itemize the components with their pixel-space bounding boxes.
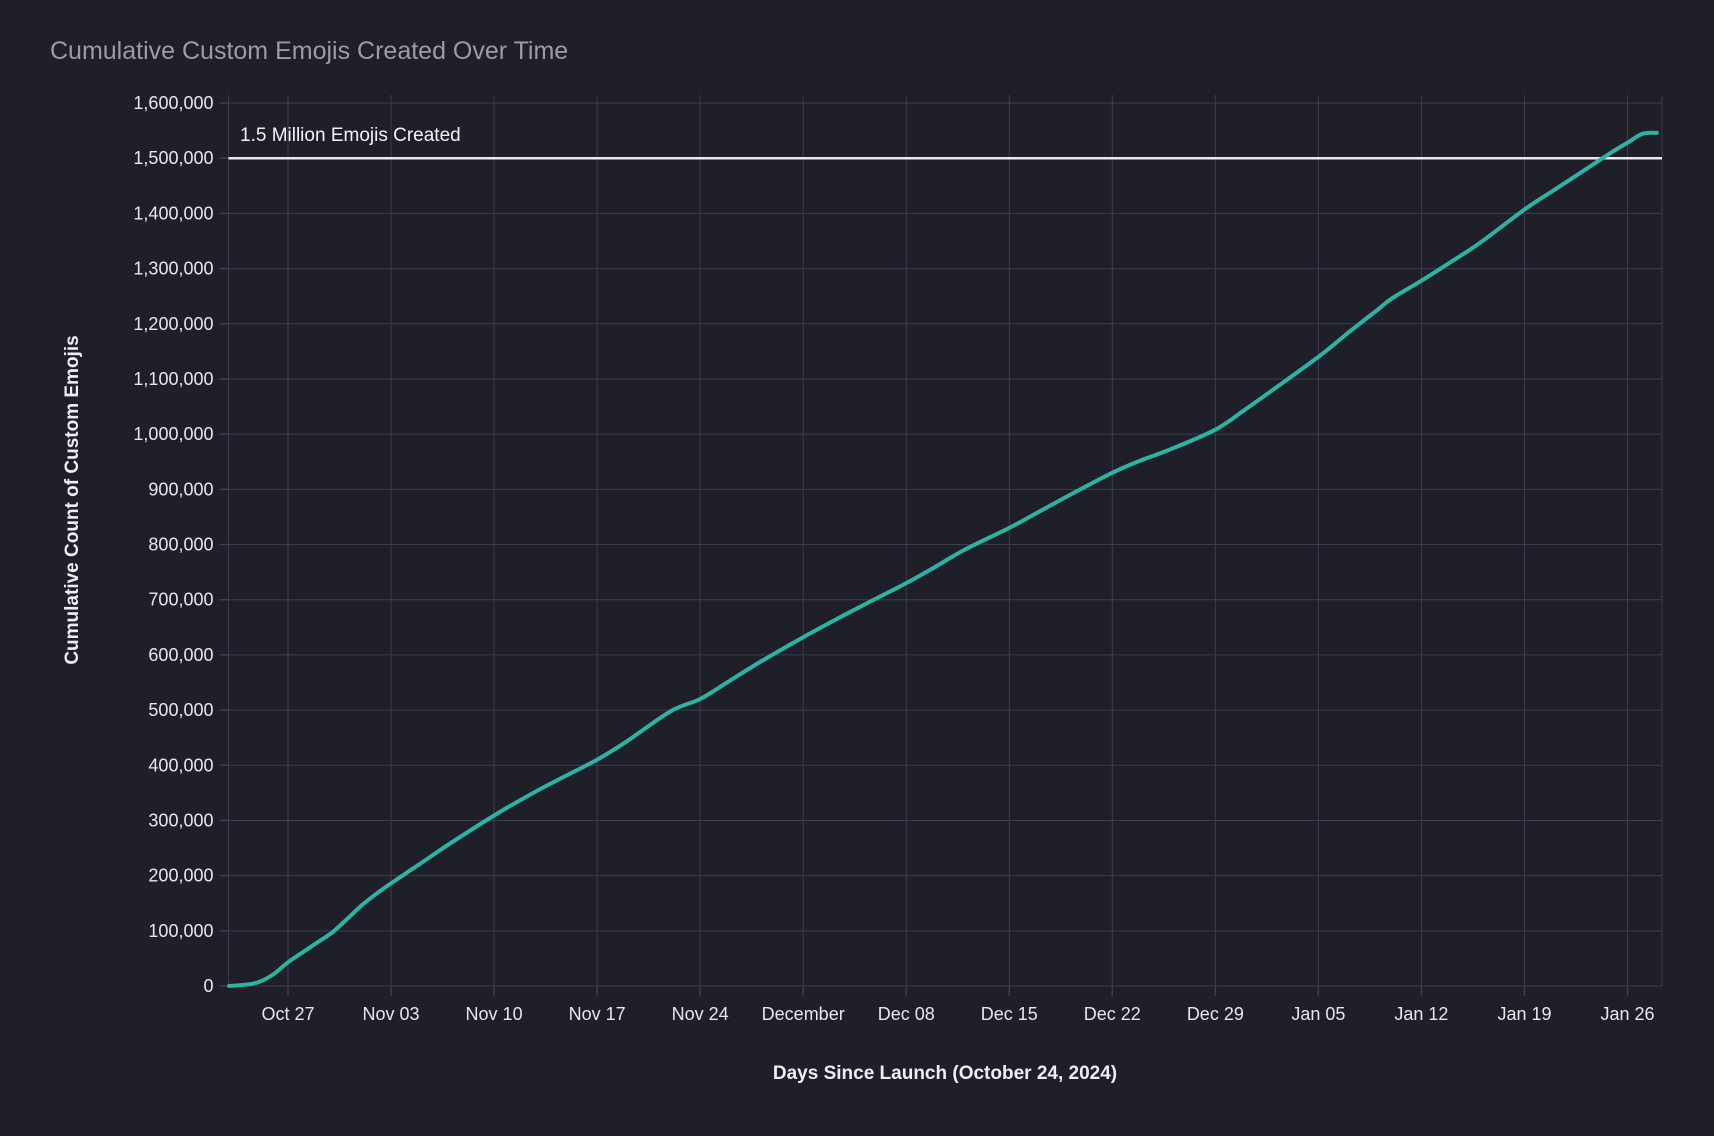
y-tick-label: 800,000 <box>148 535 213 555</box>
x-tick-label: Dec 08 <box>878 1004 935 1024</box>
y-tick-label: 1,400,000 <box>133 203 213 223</box>
x-tick-label: Jan 26 <box>1600 1004 1654 1024</box>
x-tick-label: December <box>762 1004 845 1024</box>
y-tick-label: 900,000 <box>148 479 213 499</box>
y-axis-title: Cumulative Count of Custom Emojis <box>62 335 83 664</box>
y-tick-label: 0 <box>203 976 213 996</box>
gridlines <box>228 95 1663 987</box>
x-tick-label: Dec 29 <box>1187 1004 1244 1024</box>
x-tick-label: Nov 10 <box>466 1004 523 1024</box>
y-tick-label: 500,000 <box>148 700 213 720</box>
x-axis-title: Days Since Launch (October 24, 2024) <box>773 1063 1117 1084</box>
y-tick-label: 400,000 <box>148 755 213 775</box>
y-tick-label: 200,000 <box>148 866 213 886</box>
reference-line-label: 1.5 Million Emojis Created <box>240 125 461 146</box>
y-tick-label: 100,000 <box>148 921 213 941</box>
x-tick-labels: Oct 27 Nov 03 Nov 10 Nov 17 Nov 24 December De… <box>261 1004 1654 1024</box>
y-tick-label: 1,100,000 <box>133 369 213 389</box>
y-tick-label: 700,000 <box>148 590 213 610</box>
x-tick-label: Jan 19 <box>1497 1004 1551 1024</box>
x-tick-label: Nov 17 <box>569 1004 626 1024</box>
x-tick-label: Dec 22 <box>1084 1004 1141 1024</box>
x-tick-label: Jan 12 <box>1394 1004 1448 1024</box>
y-tick-label: 1,200,000 <box>133 314 213 334</box>
y-tick-labels: 0 100,000 200,000 300,000 400,000 500,000 600,… <box>133 93 213 996</box>
x-tick-label: Nov 03 <box>363 1004 420 1024</box>
cumulative-emojis-line <box>227 130 1659 988</box>
x-tick-label: Nov 24 <box>672 1004 729 1024</box>
y-tick-label: 300,000 <box>148 810 213 830</box>
axis-tick-marks <box>219 102 1629 996</box>
y-tick-label: 1,500,000 <box>133 148 213 168</box>
y-tick-label: 1,000,000 <box>133 424 213 444</box>
x-tick-label: Dec 15 <box>981 1004 1038 1024</box>
y-tick-label: 1,600,000 <box>133 93 213 113</box>
y-tick-label: 600,000 <box>148 645 213 665</box>
y-tick-label: 1,300,000 <box>133 259 213 279</box>
chart-title: Cumulative Custom Emojis Created Over Ti… <box>50 37 568 65</box>
x-tick-label: Oct 27 <box>261 1004 314 1024</box>
x-tick-label: Jan 05 <box>1291 1004 1345 1024</box>
